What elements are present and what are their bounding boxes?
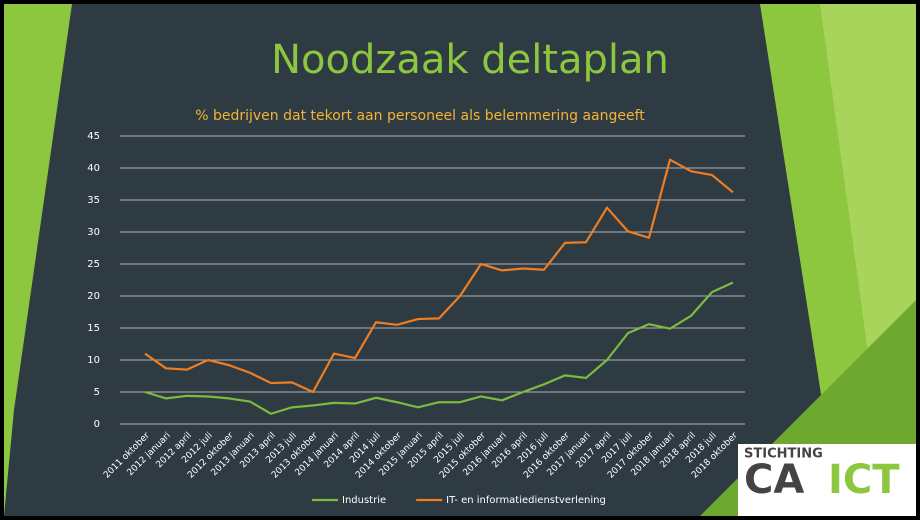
slide-title: Noodzaak deltaplan — [271, 37, 669, 83]
y-tick-label: 20 — [87, 291, 100, 302]
series-line — [144, 281, 734, 415]
legend-label: Industrie — [342, 495, 386, 506]
y-tick-label: 10 — [87, 355, 100, 366]
logo-top: STICHTING — [744, 447, 823, 462]
y-tick-label: 30 — [87, 227, 100, 238]
y-tick-label: 15 — [87, 323, 100, 334]
y-tick-label: 25 — [87, 259, 100, 270]
y-tick-label: 35 — [87, 195, 100, 206]
y-tick-label: 0 — [94, 419, 100, 430]
series-line — [144, 158, 734, 394]
left-accent — [4, 4, 72, 516]
legend-label: IT- en informatiedienstverlening — [446, 495, 606, 506]
y-tick-label: 5 — [94, 387, 100, 398]
logo-right: ICT — [828, 457, 900, 503]
y-tick-label: 40 — [87, 163, 100, 174]
slide-background — [4, 4, 916, 516]
y-tick-label: 45 — [87, 131, 100, 142]
logo-left: CA — [744, 457, 804, 503]
chart-title: % bedrijven dat tekort aan personeel als… — [195, 108, 645, 124]
logo-box — [738, 444, 916, 516]
